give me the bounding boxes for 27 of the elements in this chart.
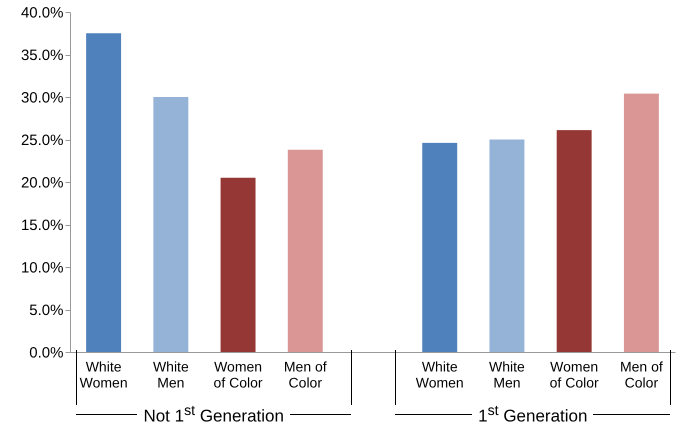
x-tick-label: White Women [80,358,128,390]
bar [220,178,256,352]
y-tick-label: 10.0% [20,260,64,276]
x-tick-label: Men of Color [284,358,327,390]
text: Not 1$^{st}$ Generation [142,403,285,427]
y-tick-label: 15.0% [20,217,64,234]
y-tick-label: 5.0% [29,302,64,319]
y-tick-label: 0.0% [29,344,64,362]
y-tick-label: 30.0% [20,90,64,106]
bar [288,150,323,352]
bar [556,130,592,352]
bar [86,33,122,352]
bar [153,97,188,352]
y-tick-label: 20.0% [20,174,64,192]
bar [624,94,659,352]
bar [489,140,524,352]
x-tick-label: White Women [416,358,464,390]
x-tick-label: White Men [152,358,189,390]
y-tick-label: 40.0% [20,4,64,22]
x-tick-label: Women of Color [214,358,263,390]
x-tick-label: Women of Color [550,358,600,390]
bar [422,142,458,352]
text: 1$^{st}$ Generation [477,403,588,427]
x-tick-label: Men of Color [620,358,663,390]
y-tick-label: 25.0% [20,132,64,149]
y-tick-label: 35.0% [20,47,64,64]
x-tick-label: White Men [489,358,526,390]
